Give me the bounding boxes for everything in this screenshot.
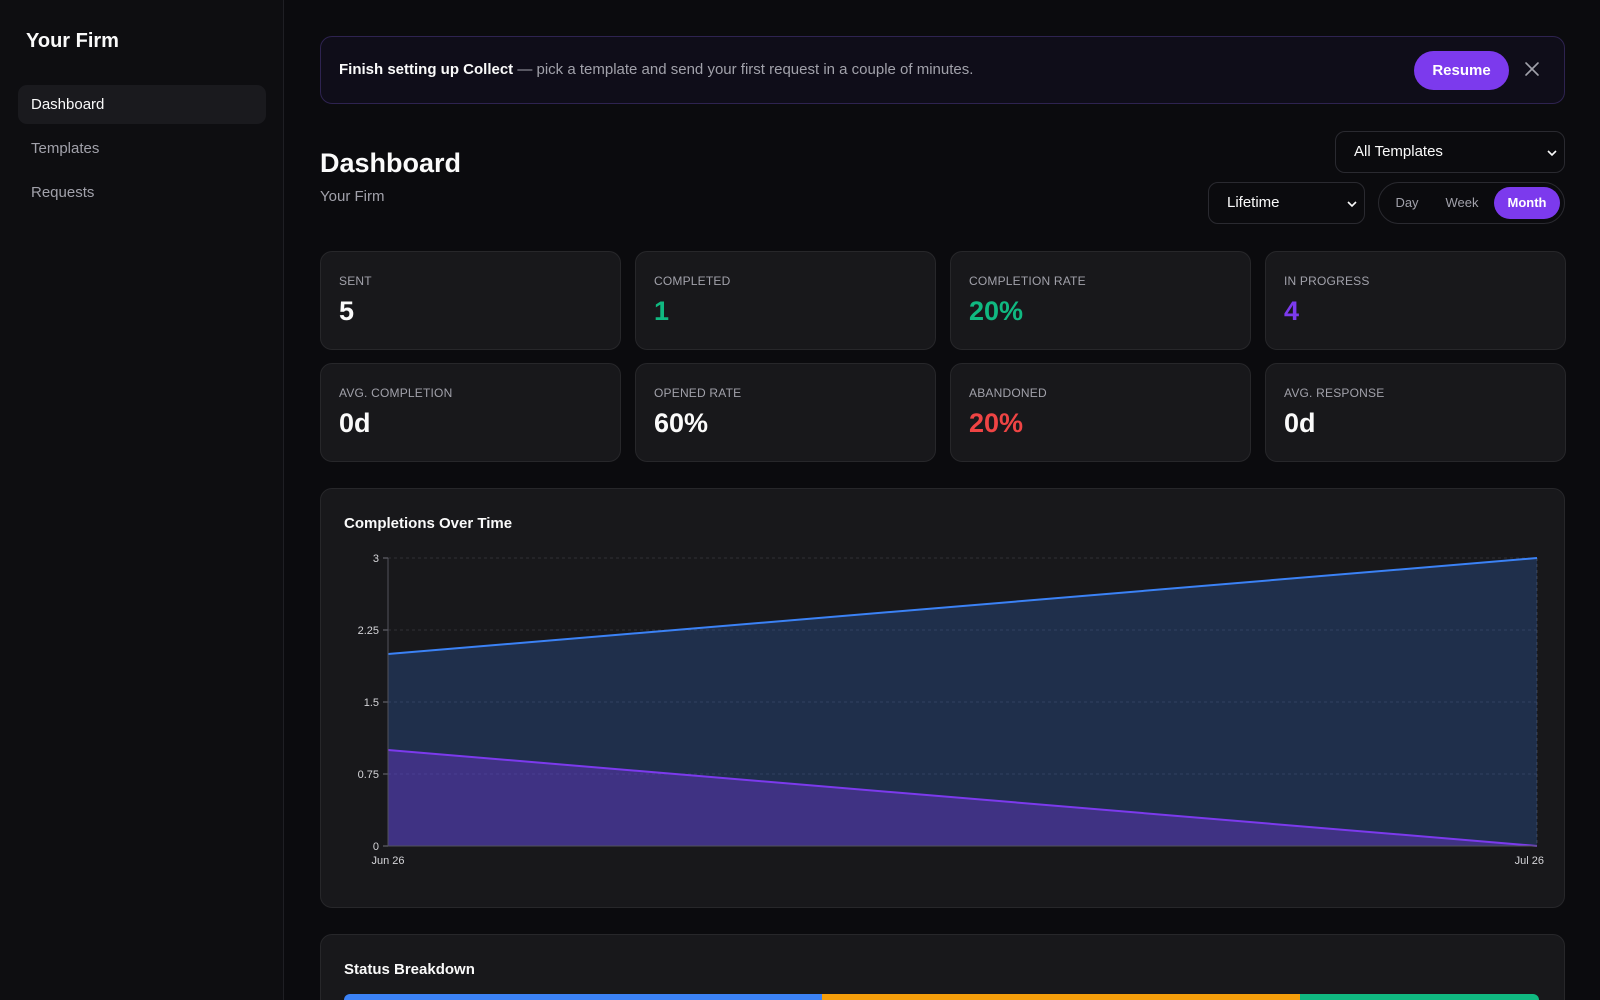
stat-card-sent: SENT 5 [320,251,621,350]
stat-card-avg-completion: AVG. COMPLETION 0d [320,363,621,462]
series-line-1 [387,749,1538,847]
status-bar-segment [1300,994,1539,1000]
banner-message: Finish setting up Collect — pick a templ… [339,61,973,78]
stat-value: 20% [969,408,1024,438]
status-bar-segment [344,994,822,1000]
stat-value: 60% [654,408,709,438]
granularity-week[interactable]: Week [1445,195,1479,210]
status-bar-segment [822,994,1300,1000]
y-tick-label: 0 [373,841,379,853]
chart-title: Completions Over Time [344,515,513,532]
chevron-down-icon [1547,150,1557,157]
stat-label: COMPLETED [654,274,731,288]
page-title: Dashboard [320,148,462,178]
close-icon[interactable] [1524,61,1540,77]
stat-card-abandoned: ABANDONED 20% [950,363,1251,462]
range-select[interactable]: Lifetime [1208,182,1365,224]
stat-label: IN PROGRESS [1284,274,1370,288]
y-tick-label: 3 [373,553,379,565]
granularity-day[interactable]: Day [1395,195,1419,210]
template-select[interactable]: All Templates [1335,131,1565,173]
series-line-0 [387,557,1538,655]
sidebar: Your Firm Dashboard Templates Requests [0,0,284,1000]
stat-value: 0d [339,408,371,438]
sidebar-nav: Dashboard Templates Requests [18,85,266,217]
x-tick-label: Jul 26 [1515,855,1544,867]
stat-card-in-progress: IN PROGRESS 4 [1265,251,1566,350]
stat-value: 5 [339,296,355,326]
stat-card-opened-rate: OPENED RATE 60% [635,363,936,462]
range-select-value: Lifetime [1227,194,1280,211]
completions-chart-panel: Completions Over Time 0 0.75 1.5 2.25 3 Jun 2… [320,488,1565,908]
chevron-down-icon [1347,201,1357,208]
sidebar-item-dashboard[interactable]: Dashboard [18,85,266,124]
stat-value: 1 [654,296,670,326]
x-tick-label: Jun 26 [371,855,404,867]
completions-chart: 0 0.75 1.5 2.25 3 Jun 26 Jul 26 [358,553,1544,867]
template-select-value: All Templates [1354,143,1443,160]
stat-label: SENT [339,274,372,288]
brand-name: Your Firm [26,30,119,52]
y-tick-label: 1.5 [364,697,379,709]
page-subtitle: Your Firm [320,188,385,205]
status-breakdown-title: Status Breakdown [344,961,475,978]
stat-label: AVG. RESPONSE [1284,386,1385,400]
sidebar-item-requests[interactable]: Requests [31,184,95,201]
granularity-month[interactable]: Month [1494,187,1560,219]
stat-value: 4 [1284,296,1300,326]
stat-value: 0d [1284,408,1316,438]
banner-body-text: — pick a template and send your first re… [513,61,974,78]
setup-banner: Finish setting up Collect — pick a templ… [320,36,1565,104]
stat-label: OPENED RATE [654,386,742,400]
stat-label: ABANDONED [969,386,1047,400]
stat-card-completion-rate: COMPLETION RATE 20% [950,251,1251,350]
y-tick-label: 0.75 [358,769,379,781]
sidebar-item-templates[interactable]: Templates [31,140,100,157]
stat-card-completed: COMPLETED 1 [635,251,936,350]
stat-label: AVG. COMPLETION [339,386,453,400]
y-tick-label: 2.25 [358,625,379,637]
stat-label: COMPLETION RATE [969,274,1086,288]
resume-button[interactable]: Resume [1414,51,1509,90]
stat-value: 20% [969,296,1024,326]
banner-bold-text: Finish setting up Collect [339,61,514,78]
granularity-toggle: Day Week Month [1378,182,1565,224]
status-breakdown-panel: Status Breakdown [320,934,1565,1000]
stat-card-avg-response: AVG. RESPONSE 0d [1265,363,1566,462]
